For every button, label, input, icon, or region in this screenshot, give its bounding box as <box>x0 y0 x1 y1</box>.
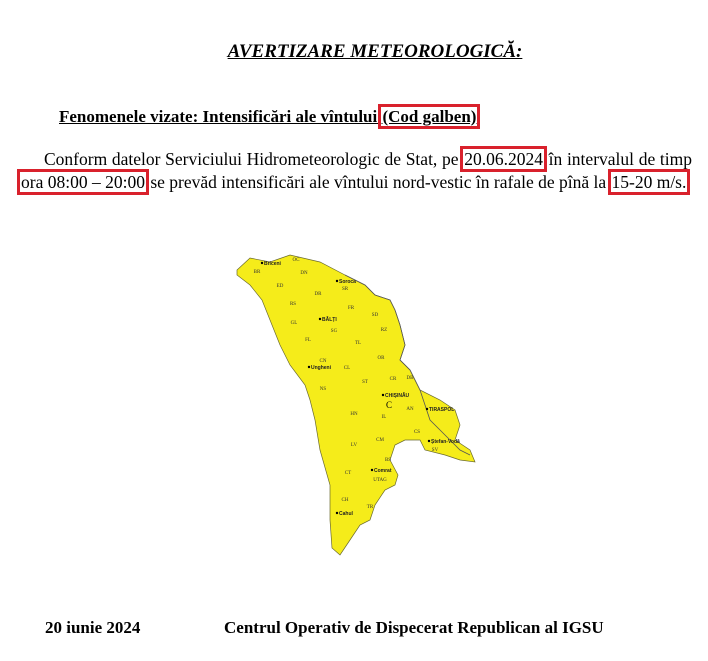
district-label: TR <box>367 505 374 510</box>
city-marker <box>335 279 339 283</box>
district-label: AN <box>406 407 414 412</box>
district-label: IL <box>382 415 387 420</box>
city-marker <box>381 393 385 397</box>
footer-date: 20 iunie 2024 <box>45 618 141 637</box>
city-marker <box>318 317 322 321</box>
district-label: BR <box>254 270 261 275</box>
city-marker <box>425 407 429 411</box>
city-marker <box>370 468 374 472</box>
district-label: HN <box>350 412 358 417</box>
district-label: CT <box>345 471 351 476</box>
district-label: NS <box>320 387 327 392</box>
district-label: CS <box>414 430 420 435</box>
city-label: Soroca <box>339 279 356 285</box>
district-label: UTAG <box>373 478 387 483</box>
date-highlight: 20.06.2024 <box>460 146 547 172</box>
district-label: BS <box>385 458 391 463</box>
moldova-territory <box>236 254 476 556</box>
district-label: DR <box>315 292 323 297</box>
warning-code-highlight: (Cod galben) <box>378 104 481 129</box>
district-label: SD <box>372 313 379 318</box>
district-label: SV <box>432 448 439 453</box>
city-label: C <box>386 400 392 410</box>
district-label: CM <box>376 438 384 443</box>
paragraph-text: Conform datelor Serviciului Hidrometeoro… <box>44 149 464 169</box>
city-label: CHIȘINĂU <box>385 392 410 399</box>
district-label: CR <box>390 377 397 382</box>
district-label: OC <box>293 258 301 263</box>
district-label: CH <box>342 498 349 503</box>
wind-speed-highlight: 15-20 m/s. <box>607 169 691 195</box>
district-label: DB <box>407 376 415 381</box>
page-title: AVERTIZARE METEOROLOGICĂ: <box>227 41 523 62</box>
paragraph-text: se prevăd intensificări ale vîntului nor… <box>145 172 611 192</box>
district-label: SR <box>342 287 349 292</box>
district-label: FR <box>348 306 355 311</box>
district-label: DN <box>300 271 308 276</box>
district-label: RS <box>290 302 296 307</box>
city-label: TIRASPOL <box>429 407 454 413</box>
phenomena-heading: Fenomenele vizate: Intensificări ale vîn… <box>59 104 481 129</box>
dniester-river <box>344 274 471 456</box>
district-label: LV <box>351 443 358 448</box>
time-interval-highlight: ora 08:00 – 20:00 <box>17 169 149 195</box>
district-label: CN <box>320 359 327 364</box>
district-label: TL <box>355 341 361 346</box>
city-marker <box>335 511 339 515</box>
city-label: BĂLȚI <box>322 316 337 323</box>
district-label: RZ <box>381 328 387 333</box>
warning-paragraph: Conform datelor Serviciului Hidrometeoro… <box>17 146 692 195</box>
moldova-warning-map: OC BR DN ED SR DR RS FR SD GL SG RZ FL TL CN OR CL CR DB NS… <box>236 254 476 556</box>
paragraph-text: în intervalul de timp <box>543 149 692 169</box>
district-label: ST <box>362 380 368 385</box>
district-label: CL <box>344 366 350 371</box>
city-label: Ungheni <box>311 365 332 371</box>
phenomena-text: Fenomenele vizate: Intensificări ale vîn… <box>59 107 382 126</box>
city-label: Briceni <box>264 261 282 267</box>
district-label: ED <box>277 284 284 289</box>
city-label: Comrat <box>374 468 392 474</box>
district-label: SG <box>331 329 338 334</box>
district-label: OR <box>378 356 386 361</box>
footer-organization: Centrul Operativ de Dispecerat Republica… <box>224 618 604 637</box>
city-marker <box>307 365 311 369</box>
city-label: Cahul <box>339 511 354 517</box>
city-marker <box>427 439 431 443</box>
city-label: Ștefan-Vodă <box>431 439 460 445</box>
city-marker <box>260 261 264 265</box>
district-label: FL <box>305 338 311 343</box>
district-label: GL <box>291 321 298 326</box>
